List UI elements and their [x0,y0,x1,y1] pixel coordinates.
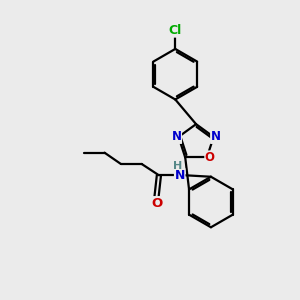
Text: O: O [205,151,215,164]
Text: N: N [172,130,182,143]
Text: N: N [211,130,221,143]
Text: N: N [175,169,185,182]
Text: O: O [151,197,162,210]
Text: Cl: Cl [169,24,182,37]
Text: H: H [173,161,182,171]
